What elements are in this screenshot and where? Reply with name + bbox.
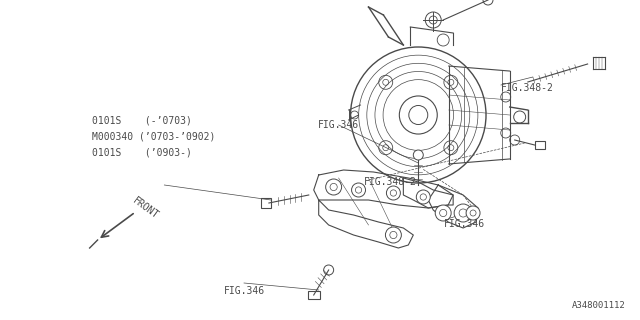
- Polygon shape: [314, 170, 453, 208]
- Text: 0101S    (-’0703): 0101S (-’0703): [92, 115, 191, 125]
- Text: FIG.346: FIG.346: [223, 286, 264, 296]
- Circle shape: [390, 190, 397, 196]
- Circle shape: [387, 186, 401, 200]
- Text: FIG.346: FIG.346: [444, 219, 485, 229]
- Text: FIG.348-2: FIG.348-2: [501, 83, 554, 93]
- Circle shape: [326, 179, 342, 195]
- Circle shape: [416, 190, 430, 204]
- Text: 0101S    (’0903-): 0101S (’0903-): [92, 147, 191, 157]
- Circle shape: [385, 227, 401, 243]
- Polygon shape: [319, 200, 413, 248]
- Text: FIG.346: FIG.346: [318, 120, 359, 130]
- Circle shape: [454, 204, 472, 222]
- Circle shape: [435, 205, 451, 221]
- Circle shape: [420, 194, 426, 200]
- Text: FRONT: FRONT: [131, 196, 160, 221]
- Text: M000340 (’0703-’0902): M000340 (’0703-’0902): [92, 131, 215, 141]
- Polygon shape: [308, 291, 320, 299]
- Polygon shape: [428, 185, 478, 228]
- Circle shape: [330, 183, 337, 191]
- Circle shape: [351, 183, 365, 197]
- Circle shape: [390, 231, 397, 239]
- Circle shape: [440, 209, 447, 217]
- Text: A348001112: A348001112: [572, 301, 625, 310]
- Circle shape: [413, 150, 423, 160]
- Circle shape: [459, 209, 467, 217]
- Circle shape: [355, 187, 362, 193]
- Circle shape: [466, 206, 480, 220]
- Polygon shape: [261, 198, 271, 208]
- Text: FIG.348-2: FIG.348-2: [364, 177, 417, 187]
- Polygon shape: [534, 141, 545, 149]
